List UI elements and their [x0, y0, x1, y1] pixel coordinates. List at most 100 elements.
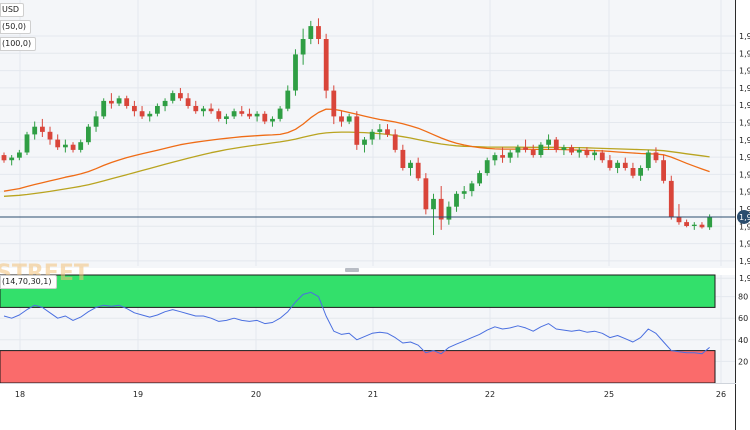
price-axis-label: 1,9 — [739, 205, 750, 214]
candle-body — [247, 113, 252, 117]
candle-body — [55, 139, 61, 148]
candle-body — [454, 193, 459, 207]
candle-body — [78, 142, 84, 150]
candle-body — [70, 144, 76, 150]
candle-layer — [1, 18, 713, 236]
candle-body — [316, 26, 321, 39]
candle-body — [331, 90, 337, 117]
rsi-axis-label: 40 — [738, 336, 748, 345]
candle-body — [415, 162, 421, 179]
price-axis-label: 1,9 — [739, 274, 750, 283]
candle-body — [40, 126, 45, 132]
candle-body — [461, 191, 467, 194]
candle-body — [484, 160, 490, 174]
candle-body — [530, 149, 536, 156]
candle-body — [446, 206, 452, 220]
price-axis-label: 1,9 — [739, 49, 750, 58]
candle-body — [24, 134, 30, 153]
candle-body — [691, 224, 697, 226]
rsi-line — [3, 291, 710, 355]
rsi-layer — [3, 291, 710, 355]
price-axis-label: 1,9 — [739, 153, 750, 162]
price-axis-label: 1,9 — [739, 67, 750, 76]
candle-body — [523, 147, 528, 150]
candle-body — [270, 118, 275, 122]
legend-sma100[interactable]: (100,0) — [0, 37, 37, 51]
candle-body — [638, 168, 643, 176]
candle-body — [400, 149, 406, 168]
price-axis: 1,91,91,91,91,91,91,91,91,91,91,91,91,91… — [739, 32, 750, 283]
candle-body — [224, 116, 229, 119]
legend-sma50[interactable]: (50,0) — [0, 20, 32, 34]
time-axis-label: 20 — [251, 390, 261, 399]
candle-body — [17, 152, 22, 158]
candle-body — [408, 162, 413, 168]
candle-body — [178, 93, 183, 99]
time-axis-label: 21 — [368, 390, 378, 399]
candle-body — [216, 111, 222, 119]
candle-body — [546, 139, 551, 145]
price-axis-label: 1,9 — [739, 257, 750, 266]
rsi-zones — [0, 274, 716, 384]
candle-body — [584, 149, 590, 156]
candle-body — [1, 155, 7, 161]
candle-body — [285, 90, 291, 109]
candle-body — [684, 222, 689, 226]
rsi-axis-label: 80 — [738, 293, 748, 302]
candle-body — [707, 217, 713, 228]
candle-body — [630, 168, 636, 176]
legend-symbol-text: USD — [2, 5, 20, 14]
candle-body — [423, 178, 429, 210]
candle-body — [124, 98, 130, 106]
rsi-oversold-zone — [0, 350, 716, 384]
candle-body — [101, 100, 107, 117]
time-axis-label: 26 — [716, 390, 726, 399]
candle-body — [622, 162, 628, 168]
candle-body — [254, 113, 260, 117]
candle-body — [208, 108, 214, 112]
legend-rsi[interactable]: (14,70,30,1) — [0, 275, 57, 289]
candle-body — [676, 217, 682, 223]
candle-body — [668, 180, 674, 217]
candle-body — [661, 160, 666, 181]
price-axis-label: 1,9 — [739, 119, 750, 128]
price-axis-label: 1,9 — [739, 101, 750, 110]
candle-body — [354, 116, 360, 145]
candle-body — [201, 108, 206, 112]
candle-body — [109, 100, 114, 104]
candle-body — [155, 106, 160, 114]
price-axis-label: 1,9 — [739, 84, 750, 93]
legend-symbol[interactable]: USD — [0, 3, 25, 17]
time-axis-label: 25 — [604, 390, 614, 399]
candle-body — [385, 129, 390, 135]
last-price-tag-text: 1,9 — [739, 213, 750, 222]
candle-body — [653, 152, 659, 161]
candle-body — [277, 108, 283, 119]
candle-body — [323, 39, 329, 91]
rsi-axis-label: 60 — [738, 314, 748, 323]
candle-body — [162, 100, 168, 107]
candle-body — [308, 26, 314, 39]
last-price-tag-bg — [737, 209, 750, 224]
candle-body — [507, 152, 513, 158]
time-axis-label: 19 — [133, 390, 143, 399]
candle-body — [139, 111, 145, 117]
candle-body — [93, 116, 99, 127]
candle-body — [239, 111, 245, 114]
candle-body — [392, 134, 398, 150]
candle-body — [47, 131, 53, 140]
panel-resize-handle[interactable] — [345, 268, 359, 272]
candle-body — [300, 39, 306, 55]
legend-sma50-text: (50,0) — [2, 22, 27, 31]
candle-body — [362, 139, 367, 145]
candle-body — [193, 106, 199, 112]
candle-body — [599, 152, 605, 161]
candle-body — [592, 152, 597, 156]
candle-body — [231, 111, 237, 117]
candle-body — [369, 131, 375, 140]
price-axis-label: 1,9 — [739, 32, 750, 41]
candle-body — [515, 147, 521, 153]
candle-body — [576, 149, 582, 153]
